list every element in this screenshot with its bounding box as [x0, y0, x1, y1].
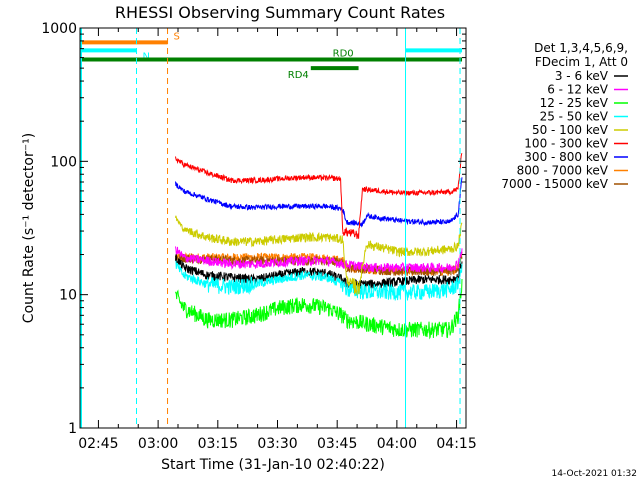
legend: Det 1,3,4,5,6,9,FDecim 1, Att 03 - 6 keV…: [501, 41, 628, 191]
y-axis: 1 10 100 1000: [41, 21, 466, 437]
y-axis-label: Count Rate (s⁻¹ detector⁻¹): [21, 133, 37, 323]
series-line: [175, 260, 463, 301]
flag-label: RD0: [333, 49, 354, 60]
x-axis: 02:45 03:00 03:15 03:30 03:45 04:00 04:15: [78, 28, 477, 452]
flag-label: RD4: [288, 70, 309, 81]
chart-title: RHESSI Observing Summary Count Rates: [115, 3, 445, 22]
series-line: [175, 177, 463, 228]
series-line: [175, 253, 463, 277]
series-line: [175, 215, 463, 296]
flag-label: N: [143, 51, 150, 62]
y-tick-label: 1: [68, 421, 77, 437]
x-tick-label: 03:30: [257, 436, 297, 452]
x-tick-label: 04:15: [436, 436, 476, 452]
x-tick-label: 04:00: [377, 436, 417, 452]
series-group: [175, 152, 463, 340]
series-line: [175, 246, 463, 274]
series-line: [175, 254, 463, 290]
legend-label: 12 - 25 keV: [540, 96, 609, 110]
x-tick-label: 03:45: [317, 436, 357, 452]
legend-label: 6 - 12 keV: [547, 83, 609, 97]
series-line: [175, 278, 463, 340]
legend-label: 100 - 300 keV: [524, 137, 608, 151]
legend-label: 25 - 50 keV: [540, 110, 609, 124]
x-axis-label: Start Time (31-Jan-10 02:40:22): [161, 457, 385, 473]
x-tick-label: 02:45: [78, 436, 118, 452]
y-tick-label: 1000: [41, 21, 77, 37]
series-line: [175, 152, 463, 240]
y-tick-label: 10: [59, 288, 77, 304]
x-tick-label: 03:00: [138, 436, 178, 452]
legend-label: 800 - 7000 keV: [517, 164, 609, 178]
flag-label: S: [174, 31, 180, 42]
timestamp: 14-Oct-2021 01:32: [552, 469, 637, 479]
legend-label: 3 - 6 keV: [555, 69, 609, 83]
legend-label: 7000 - 15000 keV: [501, 177, 608, 191]
y-tick-label: 100: [50, 154, 77, 170]
legend-header: FDecim 1, Att 0: [535, 55, 628, 69]
legend-label: 300 - 800 keV: [524, 150, 608, 164]
legend-header: Det 1,3,4,5,6,9,: [534, 41, 628, 55]
legend-label: 50 - 100 keV: [532, 123, 609, 137]
marker-group: [80, 28, 461, 428]
x-tick-label: 03:15: [198, 436, 238, 452]
flag-bars: S N RD0 RD4: [80, 31, 463, 81]
plot-frame: [79, 27, 467, 429]
